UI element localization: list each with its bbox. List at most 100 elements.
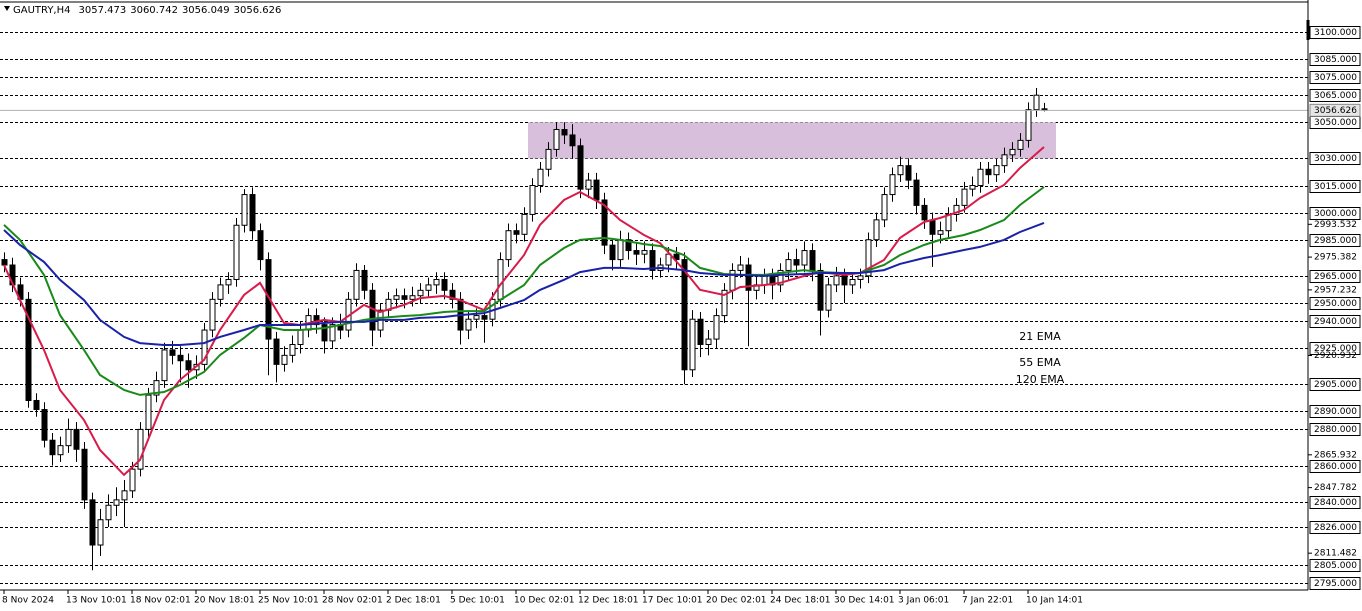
- close-value: 3056.626: [234, 5, 282, 16]
- candle-body: [329, 324, 336, 342]
- level-label: 3075.000: [1314, 73, 1357, 83]
- level-label: 3085.000: [1314, 55, 1357, 65]
- candle-body: [617, 239, 624, 261]
- candle-body: [361, 269, 368, 291]
- y-tick-label: 2920.932: [1314, 351, 1357, 361]
- candle-body: [449, 289, 456, 300]
- candle-body: [417, 289, 424, 297]
- level-label-box: [1309, 270, 1361, 283]
- level-label: 2826.000: [1314, 523, 1357, 533]
- y-tick-label: 2993.532: [1314, 220, 1357, 230]
- candle-body: [129, 468, 136, 492]
- candle-body: [177, 354, 184, 362]
- candle-body: [577, 145, 584, 190]
- level-label-box: [1309, 53, 1361, 66]
- level-label: 2860.000: [1314, 462, 1357, 472]
- candle-body: [65, 428, 72, 447]
- level-label: 2905.000: [1314, 380, 1357, 390]
- candle-body: [529, 185, 536, 215]
- level-label-box: [1309, 207, 1361, 220]
- candle-body: [321, 324, 328, 342]
- candle-body: [745, 264, 752, 291]
- candle-body: [161, 349, 168, 382]
- candle-body: [913, 179, 920, 206]
- legend-entry: 120 EMA: [1016, 373, 1065, 386]
- candle-body: [497, 259, 504, 300]
- candle-body: [185, 360, 192, 371]
- candle-body: [249, 194, 256, 232]
- level-label: 3065.000: [1314, 91, 1357, 101]
- candle-body: [465, 318, 472, 331]
- level-label-box: [1309, 521, 1361, 534]
- candle-body: [225, 278, 232, 286]
- candle-body: [945, 213, 952, 232]
- candle-body: [393, 295, 400, 300]
- level-label: 3030.000: [1314, 154, 1357, 164]
- ema-line: [3, 221, 1045, 346]
- candle-body: [1001, 154, 1008, 167]
- x-tick-label: 7 Jan 22:01: [962, 596, 1013, 606]
- candle-body: [513, 230, 520, 235]
- level-label: 2940.000: [1314, 317, 1357, 327]
- candle-body: [97, 519, 104, 546]
- x-tick-label: 18 Nov 02:01: [130, 596, 191, 606]
- candle-body: [433, 278, 440, 286]
- level-label-box: [1309, 378, 1361, 391]
- candle-body: [289, 343, 296, 356]
- level-label-box: [1309, 234, 1361, 247]
- level-label-box: [1309, 315, 1361, 328]
- candle-body: [681, 259, 688, 371]
- x-tick-label: 10 Jan 14:01: [1026, 596, 1083, 606]
- low-value: 3056.049: [182, 5, 230, 16]
- candle-body: [721, 289, 728, 317]
- candle-body: [665, 253, 672, 266]
- x-tick-label: 10 Dec 02:01: [514, 596, 575, 606]
- candle-body: [89, 499, 96, 546]
- candle-body: [841, 275, 848, 286]
- candle-body: [825, 284, 832, 311]
- header-text: GAUTRY,H4 3057.473 3060.742 3056.049 3056.62…: [13, 5, 281, 16]
- legend-entry: 55 EMA: [1019, 356, 1061, 369]
- candle-body: [601, 199, 608, 246]
- candle-body: [889, 174, 896, 196]
- candle-body: [705, 338, 712, 345]
- x-tick-label: 3 Jan 06:01: [898, 596, 949, 606]
- header: GAUTRY,H4 3057.473 3060.742 3056.049 3056.62…: [4, 5, 281, 16]
- candle-body: [537, 168, 544, 187]
- level-label-box: [1309, 496, 1361, 509]
- candle-body: [969, 185, 976, 190]
- labels: 3100.000 3085.000 3075.000 3065.000 3050.000…: [2, 26, 1361, 606]
- level-label: 3015.000: [1314, 182, 1357, 192]
- level-label: 3000.000: [1314, 209, 1357, 219]
- x-tick-label: 20 Nov 18:01: [194, 596, 255, 606]
- candles: [1, 87, 1048, 571]
- candle-body: [481, 315, 488, 320]
- candle-body: [153, 380, 160, 396]
- x-tick-label: 5 Dec 10:01: [450, 596, 505, 606]
- level-label: 2840.000: [1314, 498, 1357, 508]
- candle-body: [761, 275, 768, 286]
- candle-body: [569, 134, 576, 147]
- candle-body: [865, 239, 872, 277]
- candle-body: [1025, 109, 1032, 141]
- level-label-box: [1309, 297, 1361, 310]
- candle-body: [953, 204, 960, 215]
- candle-body: [993, 165, 1000, 176]
- y-tick-label: 2811.482: [1314, 549, 1357, 559]
- candle-body: [873, 219, 880, 241]
- levels: [0, 32, 1308, 584]
- candle-body: [401, 295, 408, 300]
- x-tick-label: 20 Dec 02:01: [706, 596, 767, 606]
- candle-body: [57, 445, 64, 456]
- level-label-box: [1309, 89, 1361, 102]
- candle-body: [737, 264, 744, 271]
- candle-body: [81, 448, 88, 501]
- x-tick-label: 8 Nov 2024: [2, 596, 54, 606]
- legend-entry: 21 EMA: [1019, 330, 1061, 343]
- candle-body: [217, 284, 224, 300]
- axes: [0, 0, 1312, 594]
- level-label: 3050.000: [1314, 118, 1357, 128]
- level-label-box: [1309, 460, 1361, 473]
- candle-body: [609, 244, 616, 261]
- level-label-box: [1309, 152, 1361, 165]
